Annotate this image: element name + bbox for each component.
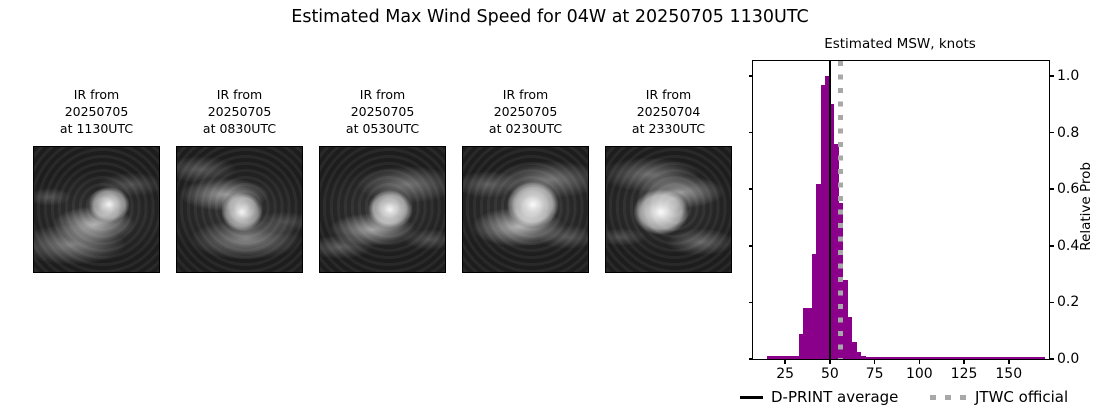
y-tick-right bbox=[1049, 358, 1054, 360]
y-tick-right bbox=[1049, 245, 1054, 247]
histogram-bar bbox=[820, 84, 826, 359]
x-tick bbox=[829, 359, 831, 364]
y-tick-right bbox=[1049, 131, 1054, 134]
x-tick bbox=[918, 359, 921, 364]
y-tick-left bbox=[748, 131, 753, 134]
histogram-bar bbox=[861, 355, 866, 359]
histogram-plot: 25 50 75 100 125 150 0.0 0.2 0.4 0.6 0.8… bbox=[748, 60, 1079, 382]
y-tick-right bbox=[1049, 301, 1054, 304]
x-tick-label: 50 bbox=[820, 366, 839, 382]
histogram-bar bbox=[843, 279, 848, 359]
ir-panel-label: IR from 20250705 at 0230UTC bbox=[488, 87, 563, 136]
ir-panel-label: IR from 20250704 at 2330UTC bbox=[631, 87, 706, 136]
y-tick-left bbox=[748, 188, 753, 190]
dprint-average-line bbox=[829, 61, 831, 359]
dprint-line-swatch bbox=[740, 396, 763, 399]
plot-subtitle: Estimated MSW, knots bbox=[824, 36, 976, 52]
ir-satellite-image bbox=[319, 146, 446, 273]
histogram-bar bbox=[776, 355, 781, 359]
histogram-bar bbox=[829, 104, 835, 359]
figure-title: Estimated Max Wind Speed for 04W at 2025… bbox=[291, 7, 809, 27]
y-tick-label: 0.4 bbox=[1057, 237, 1080, 254]
histogram-bar bbox=[856, 351, 862, 359]
jtwc-official-line bbox=[838, 61, 844, 359]
jtwc-dotted-swatch bbox=[930, 395, 967, 400]
x-tick-label: 150 bbox=[995, 366, 1023, 382]
y-tick-label: 1.0 bbox=[1057, 67, 1080, 84]
cloud-texture bbox=[34, 147, 159, 272]
x-tick-label: 25 bbox=[776, 366, 795, 382]
cloud-texture bbox=[177, 147, 302, 272]
y-tick-left bbox=[748, 358, 753, 360]
x-tick-label: 75 bbox=[865, 366, 884, 382]
ir-satellite-image bbox=[176, 146, 303, 273]
dprint-legend-label: D-PRINT average bbox=[771, 388, 899, 406]
y-tick-left bbox=[748, 75, 753, 77]
x-tick bbox=[873, 359, 876, 364]
y-tick-label: 0.0 bbox=[1057, 351, 1080, 367]
plot-area bbox=[753, 61, 1049, 359]
y-tick-label: 0.8 bbox=[1057, 124, 1080, 141]
y-tick-right bbox=[1049, 188, 1054, 190]
ir-satellite-image bbox=[605, 146, 732, 273]
y-tick-label: 0.2 bbox=[1057, 294, 1080, 311]
histogram-bar bbox=[834, 143, 839, 359]
histogram-bar bbox=[852, 342, 857, 359]
histogram-bar bbox=[780, 355, 786, 359]
x-tick-label: 125 bbox=[950, 366, 978, 382]
y-tick-right bbox=[1049, 75, 1054, 77]
ir-panel-label: IR from 20250705 at 0830UTC bbox=[202, 87, 277, 136]
x-tick-label: 100 bbox=[905, 366, 933, 382]
ir-satellite-image bbox=[33, 146, 160, 273]
histogram-bar bbox=[847, 316, 853, 359]
histogram-bar bbox=[794, 355, 799, 359]
histogram-bar bbox=[767, 355, 772, 359]
histogram-bar bbox=[816, 183, 821, 359]
jtwc-legend-label: JTWC official bbox=[975, 388, 1069, 406]
y-axis-label: Relative Prob bbox=[1078, 162, 1094, 251]
histogram-bar bbox=[785, 355, 790, 359]
x-tick bbox=[963, 359, 965, 364]
x-tick bbox=[784, 359, 786, 364]
histogram-bar bbox=[771, 355, 777, 359]
histogram-bar bbox=[798, 333, 804, 359]
histogram-bar bbox=[807, 308, 813, 359]
y-tick-left bbox=[748, 301, 753, 304]
histogram-bar bbox=[789, 355, 795, 359]
ir-satellite-image bbox=[462, 146, 589, 273]
cloud-texture bbox=[463, 147, 588, 272]
histogram-bar bbox=[812, 254, 817, 359]
x-tick bbox=[1008, 359, 1010, 364]
histogram-bar bbox=[803, 308, 808, 359]
ir-panel-label: IR from 20250705 at 0530UTC bbox=[345, 87, 420, 136]
histogram-bar bbox=[865, 357, 1045, 359]
histogram-bar bbox=[825, 76, 830, 359]
cloud-texture bbox=[320, 147, 445, 272]
y-tick-label: 0.6 bbox=[1057, 181, 1080, 198]
cloud-texture bbox=[606, 147, 731, 272]
y-tick-left bbox=[748, 245, 753, 247]
ir-panel-label: IR from 20250705 at 1130UTC bbox=[59, 87, 134, 136]
